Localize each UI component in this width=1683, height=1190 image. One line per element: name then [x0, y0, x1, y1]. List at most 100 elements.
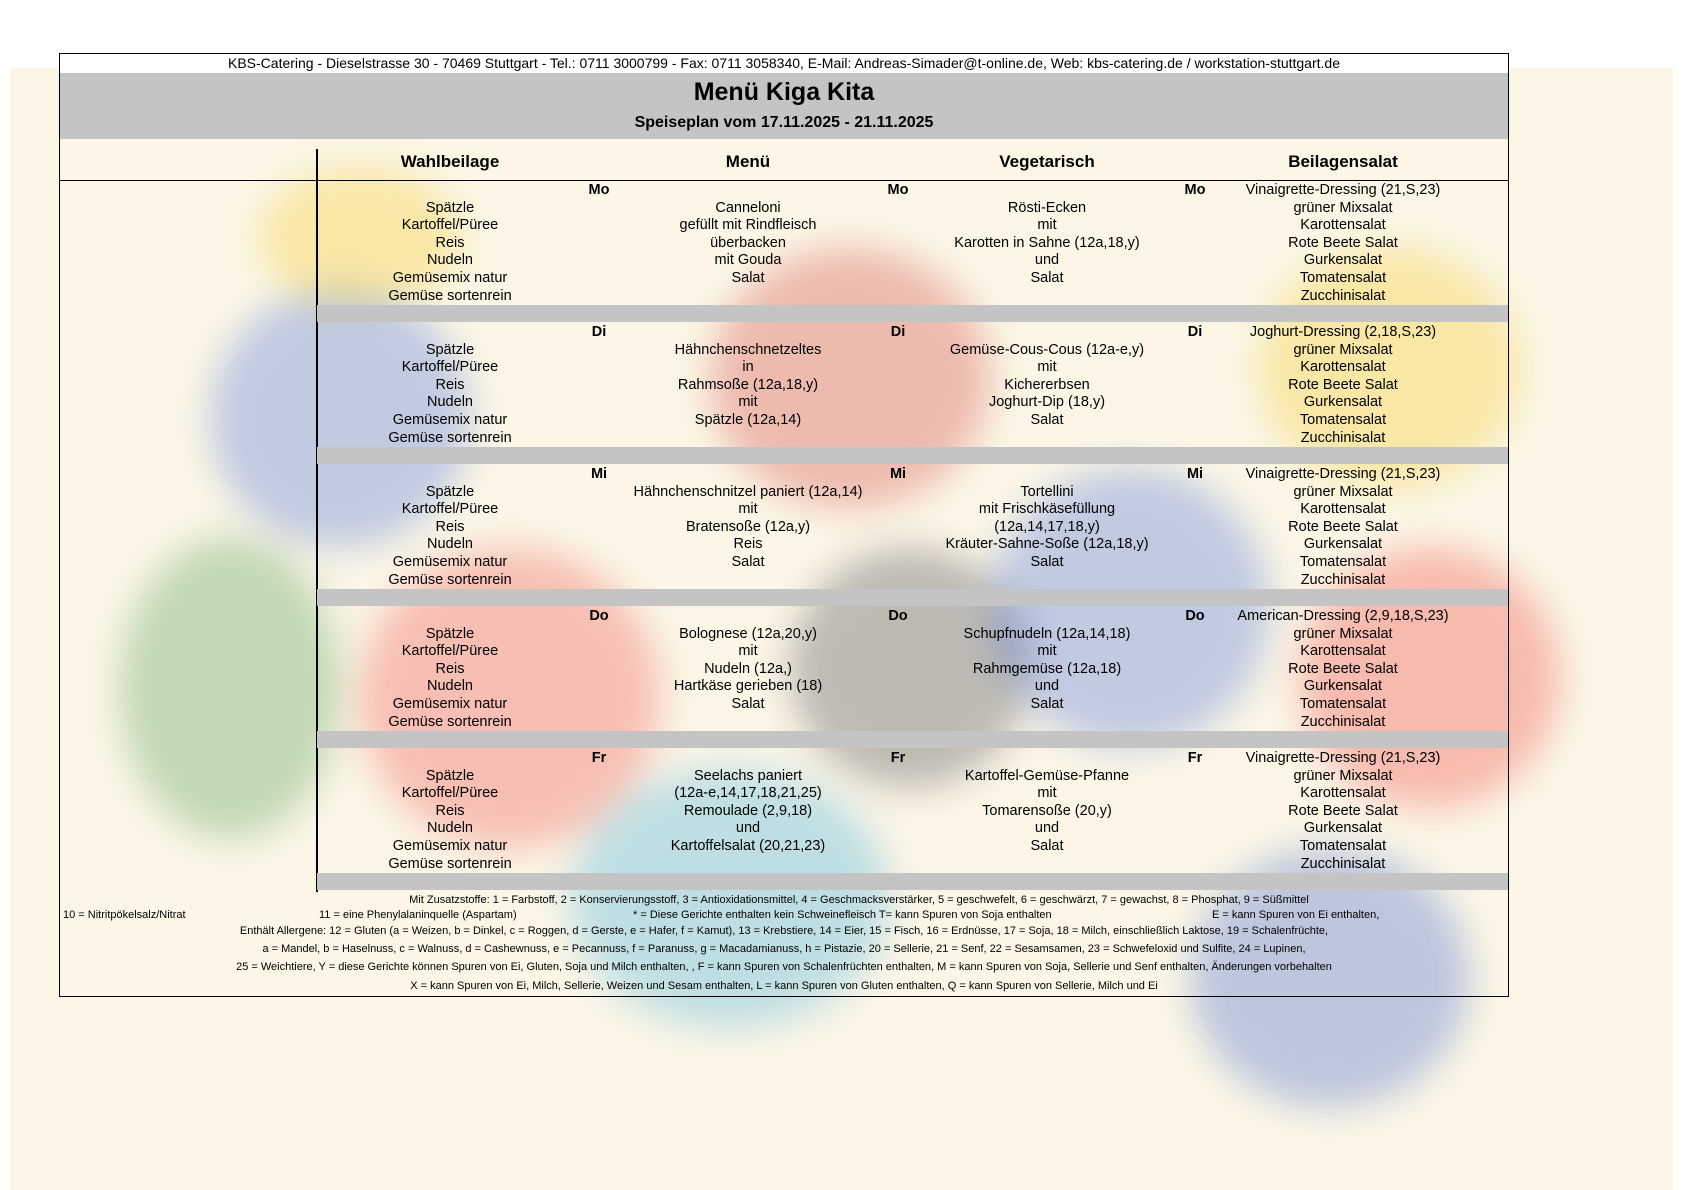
wahlbeilage-item: Spätzle [425, 341, 475, 358]
beilagensalat-item: Vinaigrette-Dressing (21,S,23) [1245, 466, 1441, 482]
day-label: Do [1185, 608, 1205, 624]
menu-item: mit Gouda [714, 252, 782, 269]
wahlbeilage-item: Spätzle [425, 483, 475, 500]
wahlbeilage-item: Reis [435, 518, 465, 535]
beilagensalat-item: Gurkensalat [1303, 536, 1383, 553]
vegetarisch-item: Karotten in Sahne (12a,18,y) [954, 234, 1140, 251]
day-label: Mi [590, 466, 608, 482]
day-label: Mo [588, 182, 610, 198]
footer-nitrit: 10 = Nitritpökelsalz/Nitrat [63, 909, 186, 921]
column-divider [316, 149, 318, 892]
wahlbeilage-item: Gemüse sortenrein [388, 855, 512, 872]
vegetarisch-item: Joghurt-Dip (18,y) [988, 394, 1106, 411]
wahlbeilage-item: Spätzle [425, 625, 475, 642]
wahlbeilage-item: Kartoffel/Püree [401, 785, 499, 802]
wahlbeilage-item: Nudeln [427, 252, 473, 269]
vegetarisch-item: mit [1037, 643, 1057, 660]
day-separator [317, 873, 1508, 890]
column-header-menu: Menü [725, 152, 771, 171]
footer-ei: E = kann Spuren von Ei enthalten, [1212, 909, 1380, 921]
wahlbeilage-item: Gemüse sortenrein [388, 429, 512, 446]
wahlbeilage-item: Nudeln [427, 536, 473, 553]
beilagensalat-item: Karottensalat [1300, 501, 1386, 518]
beilagensalat-item: Tomatensalat [1299, 838, 1387, 854]
menu-item: überbacken [710, 234, 786, 251]
menu-sheet: KBS-Catering - Dieselstrasse 30 - 70469 … [59, 53, 1509, 997]
column-header-vegetarisch: Vegetarisch [999, 152, 1095, 171]
day-label: Di [591, 324, 607, 340]
vegetarisch-item: (12a,14,17,18,y) [994, 518, 1100, 535]
menu-item: Rahmsoße (12a,18,y) [677, 376, 819, 393]
vegetarisch-item: und [1034, 678, 1060, 695]
day-block: Mo Mo Mo Spätzle Kartoffel/Püree Reis Nudeln Ge… [60, 181, 1508, 323]
wahlbeilage-item: Nudeln [427, 394, 473, 411]
vegetarisch-item: mit [1037, 785, 1057, 802]
column-headers: Wahlbeilage Menü Vegetarisch Beilagensal… [60, 139, 1508, 181]
beilagensalat-item: Tomatensalat [1299, 270, 1387, 286]
beilagensalat-item: Tomatensalat [1299, 554, 1387, 570]
footer-aspartam: 11 = eine Phenylalaninquelle (Aspartam) [319, 909, 517, 921]
wahlbeilage-item: Nudeln [427, 820, 473, 837]
column-header-beilagensalat: Beilagensalat [1288, 152, 1398, 171]
beilagensalat-item: Zucchinisalat [1300, 429, 1386, 446]
menu-item: mit [738, 643, 758, 660]
menu-item: Salat [731, 696, 765, 712]
beilagensalat-item: Gurkensalat [1303, 820, 1383, 837]
wahlbeilage-item: Spätzle [425, 199, 475, 216]
menu-item: Bratensoße (12a,y) [685, 518, 811, 535]
beilagensalat-item: Gurkensalat [1303, 678, 1383, 695]
wahlbeilage-item: Kartoffel/Püree [401, 501, 499, 518]
wahlbeilage-item: Reis [435, 376, 465, 393]
vegetarisch-item: Salat [1030, 412, 1064, 428]
footer-additives: Mit Zusatzstoffe: 1 = Farbstoff, 2 = Kon… [409, 894, 1309, 906]
column-header-wahlbeilage: Wahlbeilage [400, 152, 500, 171]
day-label: Mi [889, 466, 907, 482]
wahlbeilage-item: Gemüse sortenrein [388, 713, 512, 730]
wahlbeilage-item: Kartoffel/Püree [401, 217, 499, 234]
contact-line: KBS-Catering - Dieselstrasse 30 - 70469 … [60, 54, 1508, 73]
footer-allergens: Enthält Allergene: 12 = Gluten (a = Weiz… [239, 925, 1329, 937]
beilagensalat-item: Gurkensalat [1303, 252, 1383, 269]
menu-item: Seelachs paniert [693, 767, 803, 784]
wahlbeilage-item: Gemüsemix natur [392, 270, 508, 286]
day-label: Mo [887, 182, 909, 198]
vegetarisch-item: Gemüse-Cous-Cous (12a-e,y) [949, 341, 1145, 358]
beilagensalat-item: Karottensalat [1300, 217, 1386, 234]
vegetarisch-item: Salat [1030, 554, 1064, 570]
beilagensalat-item: Tomatensalat [1299, 412, 1387, 428]
day-label: Do [888, 608, 908, 624]
vegetarisch-item: Schupfnudeln (12a,14,18) [963, 625, 1131, 642]
beilagensalat-item: Rote Beete Salat [1288, 376, 1398, 393]
beilagensalat-item: Zucchinisalat [1300, 855, 1386, 872]
menu-item: mit [738, 501, 758, 518]
beilagensalat-item: Rote Beete Salat [1288, 234, 1398, 251]
vegetarisch-item: Rösti-Ecken [1007, 199, 1087, 216]
vegetarisch-item: und [1034, 252, 1060, 269]
vegetarisch-item: mit [1037, 359, 1057, 376]
beilagensalat-item: Karottensalat [1300, 643, 1386, 660]
day-label: Mi [1186, 466, 1204, 482]
vegetarisch-item: Kräuter-Sahne-Soße (12a,18,y) [945, 536, 1149, 553]
wahlbeilage-item: Kartoffel/Püree [401, 643, 499, 660]
beilagensalat-item: Zucchinisalat [1300, 287, 1386, 304]
beilagensalat-item: grüner Mixsalat [1293, 483, 1393, 500]
menu-item: Bolognese (12a,20,y) [679, 625, 817, 642]
menu-item: gefüllt mit Rindfleisch [679, 217, 817, 234]
vegetarisch-item: Tomarensoße (20,y) [982, 802, 1112, 819]
day-label: Fr [890, 750, 906, 766]
footer-traces-2: X = kann Spuren von Ei, Milch, Sellerie,… [410, 980, 1158, 992]
vegetarisch-item: und [1034, 820, 1060, 837]
footer-traces: 25 = Weichtiere, Y = diese Gerichte könn… [236, 961, 1332, 973]
day-block: Mi Mi Mi Spätzle Kartoffel/Püree Reis Nudeln Ge… [60, 465, 1508, 607]
wahlbeilage-item: Gemüsemix natur [392, 838, 508, 854]
wahlbeilage-item: Gemüse sortenrein [388, 287, 512, 304]
beilagensalat-item: Vinaigrette-Dressing (21,S,23) [1245, 182, 1441, 198]
beilagensalat-item: grüner Mixsalat [1293, 625, 1393, 642]
beilagensalat-item: Karottensalat [1300, 359, 1386, 376]
day-label: Di [890, 324, 906, 340]
menu-item: Reis [733, 536, 763, 553]
page-subtitle: Speiseplan vom 17.11.2025 - 21.11.2025 [634, 114, 934, 131]
menu-item: Hähnchenschnitzel paniert (12a,14) [633, 483, 863, 500]
menu-item: Spätzle (12a,14) [694, 412, 802, 428]
vegetarisch-item: Salat [1030, 696, 1064, 712]
